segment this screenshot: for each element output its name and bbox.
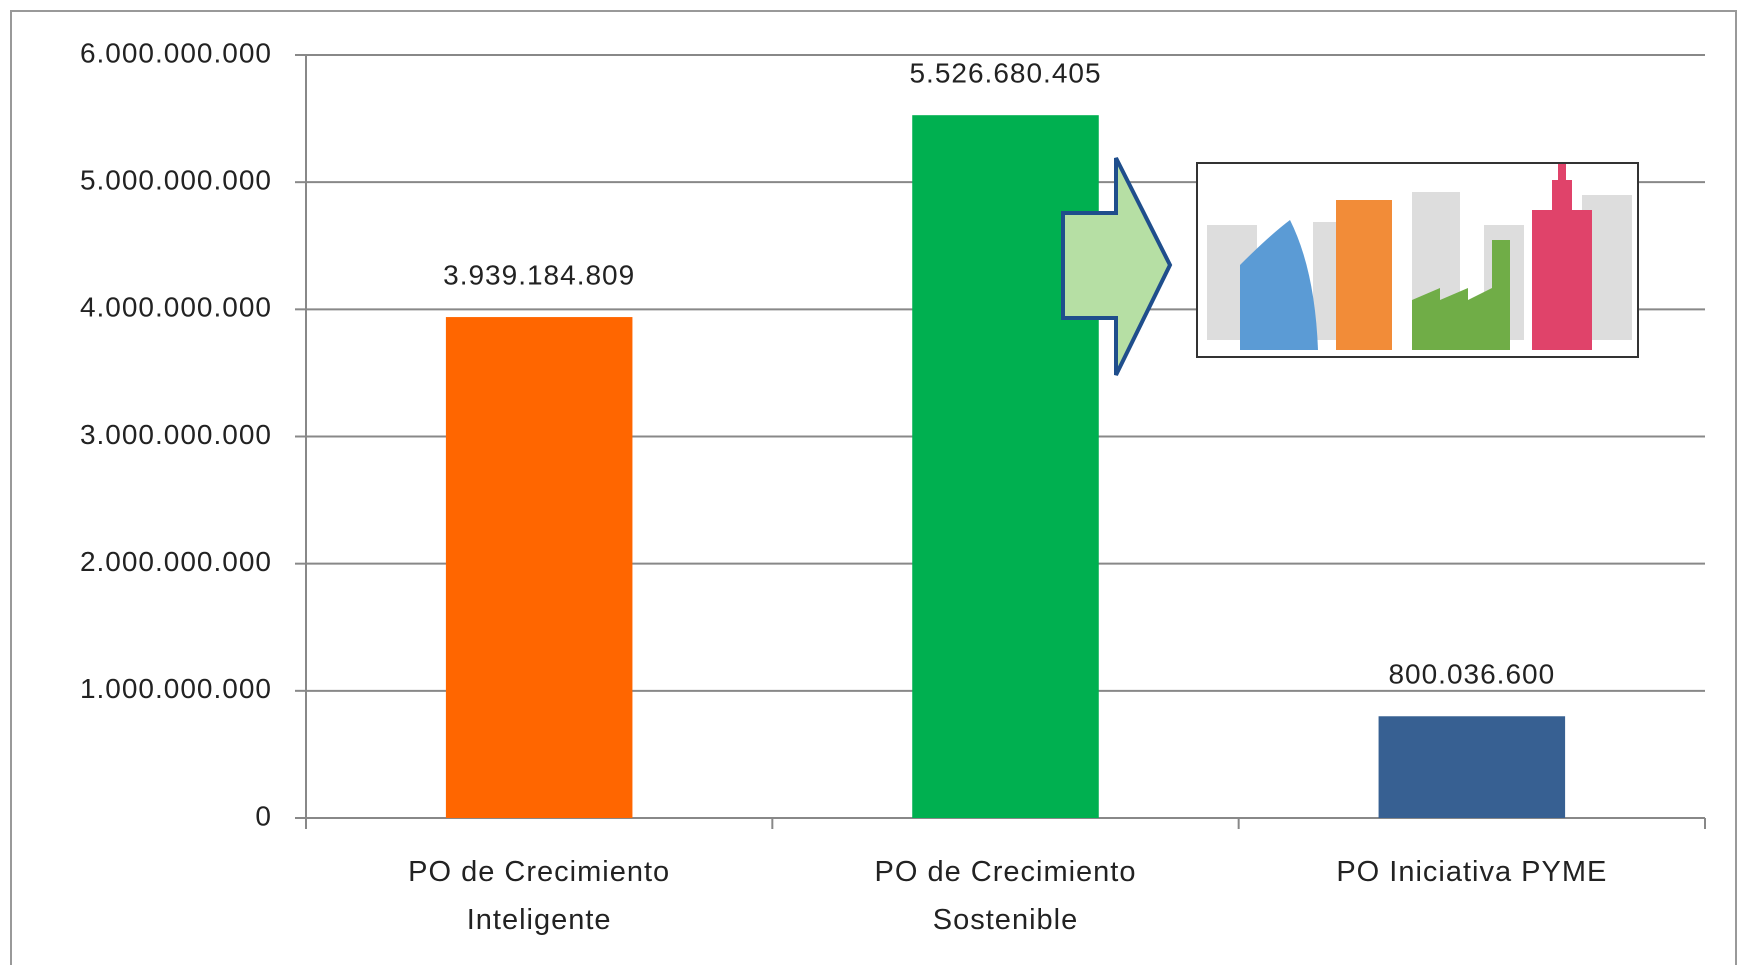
- y-tick-label: 1.000.000.000: [80, 673, 272, 704]
- y-tick-label: 6.000.000.000: [80, 37, 272, 68]
- value-label: 3.939.184.809: [443, 259, 635, 290]
- value-label: 800.036.600: [1388, 659, 1555, 690]
- chart: 0 1.000.000.000 2.000.000.000 3.000.000.000…: [0, 0, 1738, 965]
- bar: [1379, 716, 1566, 818]
- y-tick-label: 0: [255, 800, 272, 831]
- value-label: 5.526.680.405: [909, 58, 1101, 89]
- y-tick-label: 4.000.000.000: [80, 292, 272, 323]
- x-tick-label: PO de Crecimiento Sostenible: [826, 848, 1186, 944]
- x-tick-label: PO Iniciativa PYME: [1292, 848, 1652, 896]
- y-tick-label: 3.000.000.000: [80, 419, 272, 450]
- x-tick-label: PO de Crecimiento Inteligente: [359, 848, 719, 944]
- y-tick-label: 2.000.000.000: [80, 546, 272, 577]
- page: 0 1.000.000.000 2.000.000.000 3.000.000.000…: [0, 0, 1738, 965]
- illustration: [1063, 158, 1638, 375]
- bar: [446, 317, 633, 818]
- y-tick-label: 5.000.000.000: [80, 165, 272, 196]
